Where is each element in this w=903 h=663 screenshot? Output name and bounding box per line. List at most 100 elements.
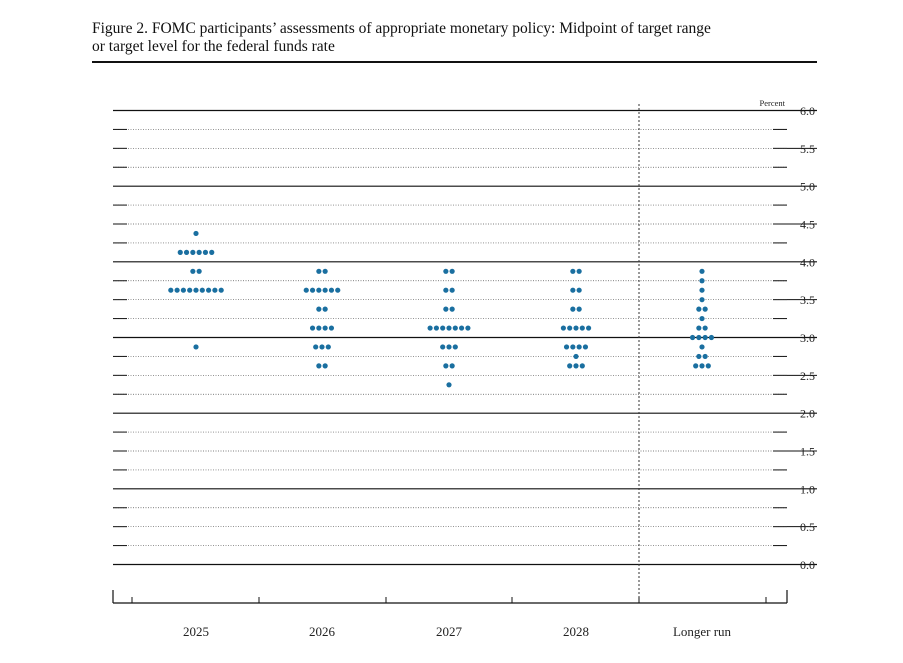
dot [180, 287, 186, 293]
y-tick-label: 6.0 [800, 104, 815, 118]
dot [212, 287, 218, 293]
dot [459, 325, 465, 331]
y-tick-label: 2.0 [800, 407, 815, 421]
dot [322, 268, 328, 274]
y-tick-label: 3.0 [800, 331, 815, 345]
dot [319, 344, 325, 350]
dot [316, 325, 322, 331]
dot [699, 363, 705, 369]
figure-title: Figure 2. FOMC participants’ assessments… [92, 20, 792, 56]
dot [193, 287, 199, 293]
y-tick-label: 5.5 [800, 142, 815, 156]
x-category-label: 2028 [563, 624, 589, 639]
dot [322, 287, 328, 293]
dot [446, 344, 452, 350]
dot [433, 325, 439, 331]
dot [570, 306, 576, 312]
title-rule [92, 61, 817, 63]
dot [699, 297, 705, 303]
dot [183, 249, 190, 255]
dot [563, 344, 570, 350]
dot [570, 287, 576, 293]
dot [335, 287, 341, 293]
dot [325, 344, 331, 350]
dot [567, 363, 573, 369]
dot [316, 363, 322, 369]
y-axis-label: Percent [760, 98, 786, 108]
dot [576, 306, 582, 312]
dot [699, 315, 705, 322]
dot [322, 325, 328, 331]
dot [699, 268, 705, 274]
labels: 0.0 0.5 1.0 1.5 2.0 2.5 3.0 3.5 4.0 4.5 5.0 5.5 6.0 P… [183, 98, 815, 639]
dot [570, 268, 576, 274]
dot [446, 382, 452, 388]
dot [196, 249, 202, 255]
dot [193, 230, 199, 237]
dot [576, 287, 582, 293]
dot [193, 344, 199, 350]
y-tick-label: 1.0 [800, 482, 815, 496]
dot [452, 344, 458, 350]
dot [576, 344, 582, 350]
dot [309, 287, 316, 293]
dot [696, 353, 702, 360]
y-tick-label: 0.5 [800, 520, 815, 534]
dot [699, 344, 705, 350]
dot [427, 325, 433, 331]
dot [560, 325, 567, 331]
figure-title-line-1: Figure 2. FOMC participants’ assessments… [92, 20, 711, 37]
x-category-label: Longer run [673, 624, 732, 639]
dot [206, 287, 212, 293]
dot [199, 287, 205, 293]
dot [174, 287, 180, 293]
dot [168, 287, 174, 293]
dot [579, 325, 585, 331]
dot [702, 334, 708, 341]
dot [218, 287, 224, 293]
y-tick-label: 0.0 [800, 558, 815, 572]
dot [582, 344, 589, 350]
dot [190, 268, 196, 274]
dot [452, 325, 458, 331]
y-tick-label: 5.0 [800, 180, 815, 194]
dot [209, 249, 215, 255]
dot [177, 249, 183, 255]
dot [443, 268, 449, 274]
dot [693, 363, 699, 369]
dot [689, 334, 696, 341]
dot [449, 287, 455, 293]
dot [328, 325, 335, 331]
dot [705, 363, 711, 369]
dot [196, 268, 202, 274]
dots [168, 230, 715, 388]
axes [112, 104, 788, 604]
dot [702, 306, 708, 312]
dot [570, 344, 576, 350]
dot [696, 334, 702, 341]
dot [322, 306, 328, 312]
dot [187, 287, 193, 293]
dot [449, 268, 455, 274]
dot [440, 325, 446, 331]
dot [702, 353, 708, 360]
dot [443, 287, 449, 293]
dot [440, 344, 446, 350]
dot [328, 287, 335, 293]
y-tick-label: 1.5 [800, 445, 815, 459]
x-category-label: 2027 [436, 624, 463, 639]
dot [465, 325, 471, 331]
dot [573, 325, 579, 331]
y-tick-label: 4.5 [800, 218, 815, 232]
dot [579, 363, 585, 369]
dot [309, 325, 316, 331]
y-tick-label: 3.5 [800, 293, 815, 307]
dot [313, 344, 319, 350]
dot [443, 306, 449, 312]
figure-title-line-2: or target level for the federal funds ra… [92, 38, 335, 55]
dot [443, 363, 449, 369]
dot [449, 306, 455, 312]
dot [567, 325, 573, 331]
dot [573, 363, 579, 369]
